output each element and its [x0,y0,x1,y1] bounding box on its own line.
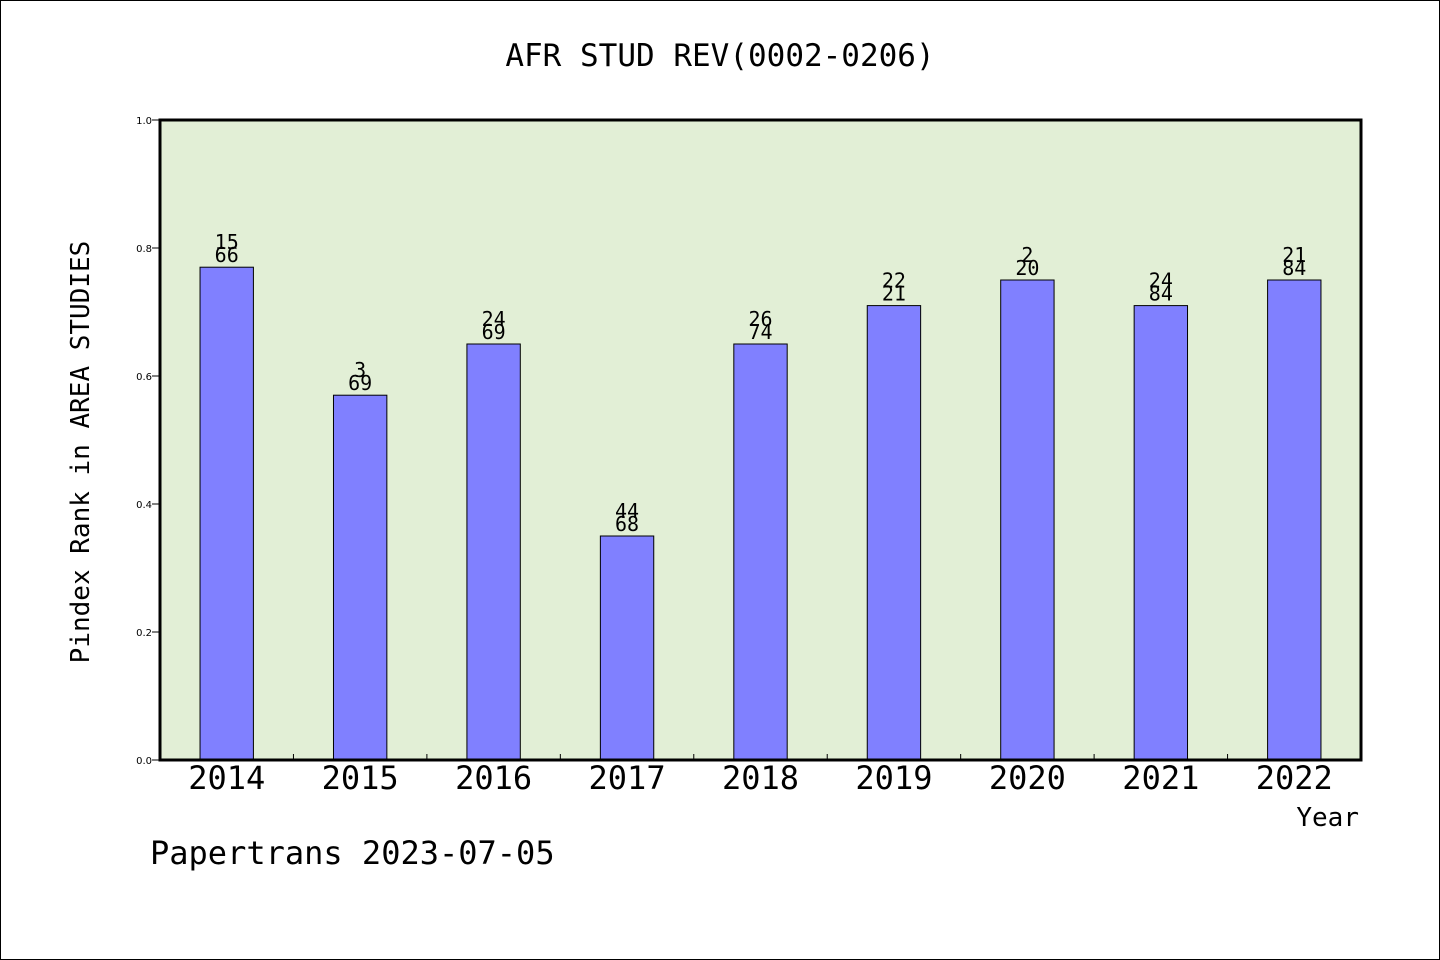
bar-total-label: 69 [482,320,506,344]
x-tick-label: 2022 [1256,759,1333,797]
bar-rank-label: 24 [1149,269,1173,293]
bar-2015 [332,394,388,761]
y-tick-label: 0.8 [136,244,152,255]
y-tick-label: 0.2 [136,628,152,639]
x-axis-label: Year [1296,803,1359,833]
x-tick-label: 2019 [855,759,932,797]
bar-rank-label: 22 [882,269,906,293]
bar-rank-label: 26 [748,307,772,331]
x-tick-label: 2017 [589,759,666,797]
x-tick-label: 2016 [455,759,532,797]
bar-total-label: 66 [215,243,239,267]
bar-rank-label: 15 [215,230,239,254]
bar-2020 [1000,279,1055,761]
bar-total-label: 69 [348,371,372,395]
x-tick-label: 2018 [722,759,799,797]
x-tick-label: 2014 [188,759,265,797]
y-axis: 0.0 0.2 0.4 0.6 0.8 1.0 [136,116,160,767]
bar-total-label: 20 [1015,256,1039,280]
chart-title: AFR STUD REV(0002-0206) [505,38,934,74]
bar-total-label: 84 [1282,256,1306,280]
bar-rank-label: 2 [1021,243,1033,267]
plot-border [158,118,1363,762]
y-axis-label: Pindex Rank in AREA STUDIES [66,241,96,664]
bar-2018 [733,343,788,761]
bar-2014 [199,266,254,761]
bar-total-label: 21 [882,282,906,306]
bar-2022 [1267,279,1322,761]
x-tick-label: 2020 [989,759,1066,797]
bar-2017 [599,535,655,761]
x-tick-label: 2021 [1122,759,1199,797]
bar-total-label: 68 [615,512,639,536]
bar-2021 [1133,305,1189,761]
bars-group [199,266,1322,761]
bar-rank-label: 3 [354,358,366,382]
x-axis: 2014 2015 2016 2017 2018 2019 2020 2021 2022 [188,754,1333,797]
y-tick-label: 0.6 [136,372,152,383]
bar-rank-label: 24 [482,307,506,331]
bar-total-label: 84 [1149,282,1173,306]
y-tick-label: 0.4 [136,500,152,511]
x-tick-label: 2015 [322,759,399,797]
bar-rank-label: 44 [615,499,639,523]
bar-2016 [466,343,521,761]
bar-2019 [866,305,922,761]
y-tick-label: 1.0 [136,116,152,127]
bar-rank-label: 21 [1282,243,1306,267]
footer-text: Papertrans 2023-07-05 [150,834,555,872]
bar-total-label: 74 [748,320,772,344]
y-tick-label: 0.0 [136,756,152,767]
